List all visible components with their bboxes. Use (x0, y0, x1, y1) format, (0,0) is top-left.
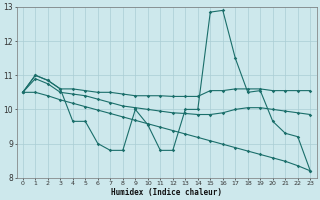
X-axis label: Humidex (Indice chaleur): Humidex (Indice chaleur) (111, 188, 222, 197)
